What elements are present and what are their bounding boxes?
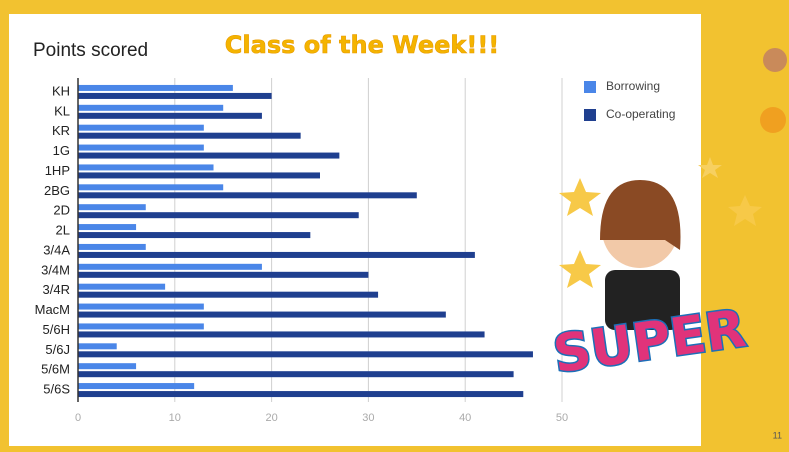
bar	[78, 105, 223, 111]
bar	[78, 85, 233, 91]
bar	[78, 371, 514, 377]
y-tick-label: KR	[52, 123, 70, 138]
y-tick-label: 5/6M	[41, 362, 70, 377]
bar	[78, 312, 446, 318]
y-tick-label: 5/6H	[43, 322, 70, 337]
bar	[78, 145, 204, 151]
y-tick-label: KL	[54, 103, 70, 118]
bar	[78, 204, 146, 210]
bar	[78, 391, 523, 397]
emoji-icon	[760, 107, 786, 133]
bar	[78, 172, 320, 178]
bar	[78, 363, 136, 369]
y-tick-label: 5/6S	[43, 382, 70, 397]
y-tick-label: 3/4A	[43, 242, 70, 257]
bar	[78, 192, 417, 198]
chart-title: Points scored	[33, 40, 148, 61]
bar	[78, 113, 262, 119]
y-tick-label: MacM	[35, 302, 70, 317]
emoji-icon	[763, 48, 787, 72]
bar	[78, 343, 117, 349]
bar	[78, 383, 194, 389]
bar	[78, 323, 204, 329]
bar	[78, 284, 165, 290]
y-tick-label: 1G	[53, 143, 70, 158]
bar	[78, 93, 272, 99]
x-tick-label: 50	[556, 412, 568, 424]
bar	[78, 224, 136, 230]
bar	[78, 304, 204, 310]
slide-heading: Class of the Week!!!	[225, 31, 499, 59]
y-tick-label: 2BG	[44, 183, 70, 198]
bar	[78, 212, 359, 218]
bar	[78, 164, 214, 170]
x-tick-label: 0	[75, 412, 81, 424]
bar	[78, 292, 378, 298]
bar	[78, 351, 533, 357]
y-tick-label: 3/4M	[41, 262, 70, 277]
x-tick-label: 40	[459, 412, 471, 424]
slide: Points scored Class of the Week!!! 11 0 1…	[0, 0, 789, 452]
y-tick-label: KH	[52, 83, 70, 98]
y-tick-label: 5/6J	[45, 342, 70, 357]
bar	[78, 133, 301, 139]
page-number: 11	[773, 430, 782, 440]
y-tick-label: 2L	[56, 223, 70, 238]
bar	[78, 272, 368, 278]
legend-swatch	[584, 109, 596, 121]
x-tick-label: 20	[265, 412, 277, 424]
bar	[78, 252, 475, 258]
bar	[78, 153, 339, 159]
y-tick-label: 3/4R	[43, 282, 70, 297]
bar	[78, 331, 485, 337]
bar	[78, 184, 223, 190]
bar	[78, 232, 310, 238]
legend-label: Co-operating	[606, 107, 675, 121]
bar	[78, 125, 204, 131]
legend-swatch	[584, 81, 596, 93]
legend-label: Borrowing	[606, 79, 660, 93]
bar	[78, 264, 262, 270]
y-tick-label: 1HP	[45, 163, 70, 178]
y-tick-label: 2D	[53, 203, 70, 218]
x-tick-label: 30	[362, 412, 374, 424]
x-tick-label: 10	[169, 412, 181, 424]
bar	[78, 244, 146, 250]
